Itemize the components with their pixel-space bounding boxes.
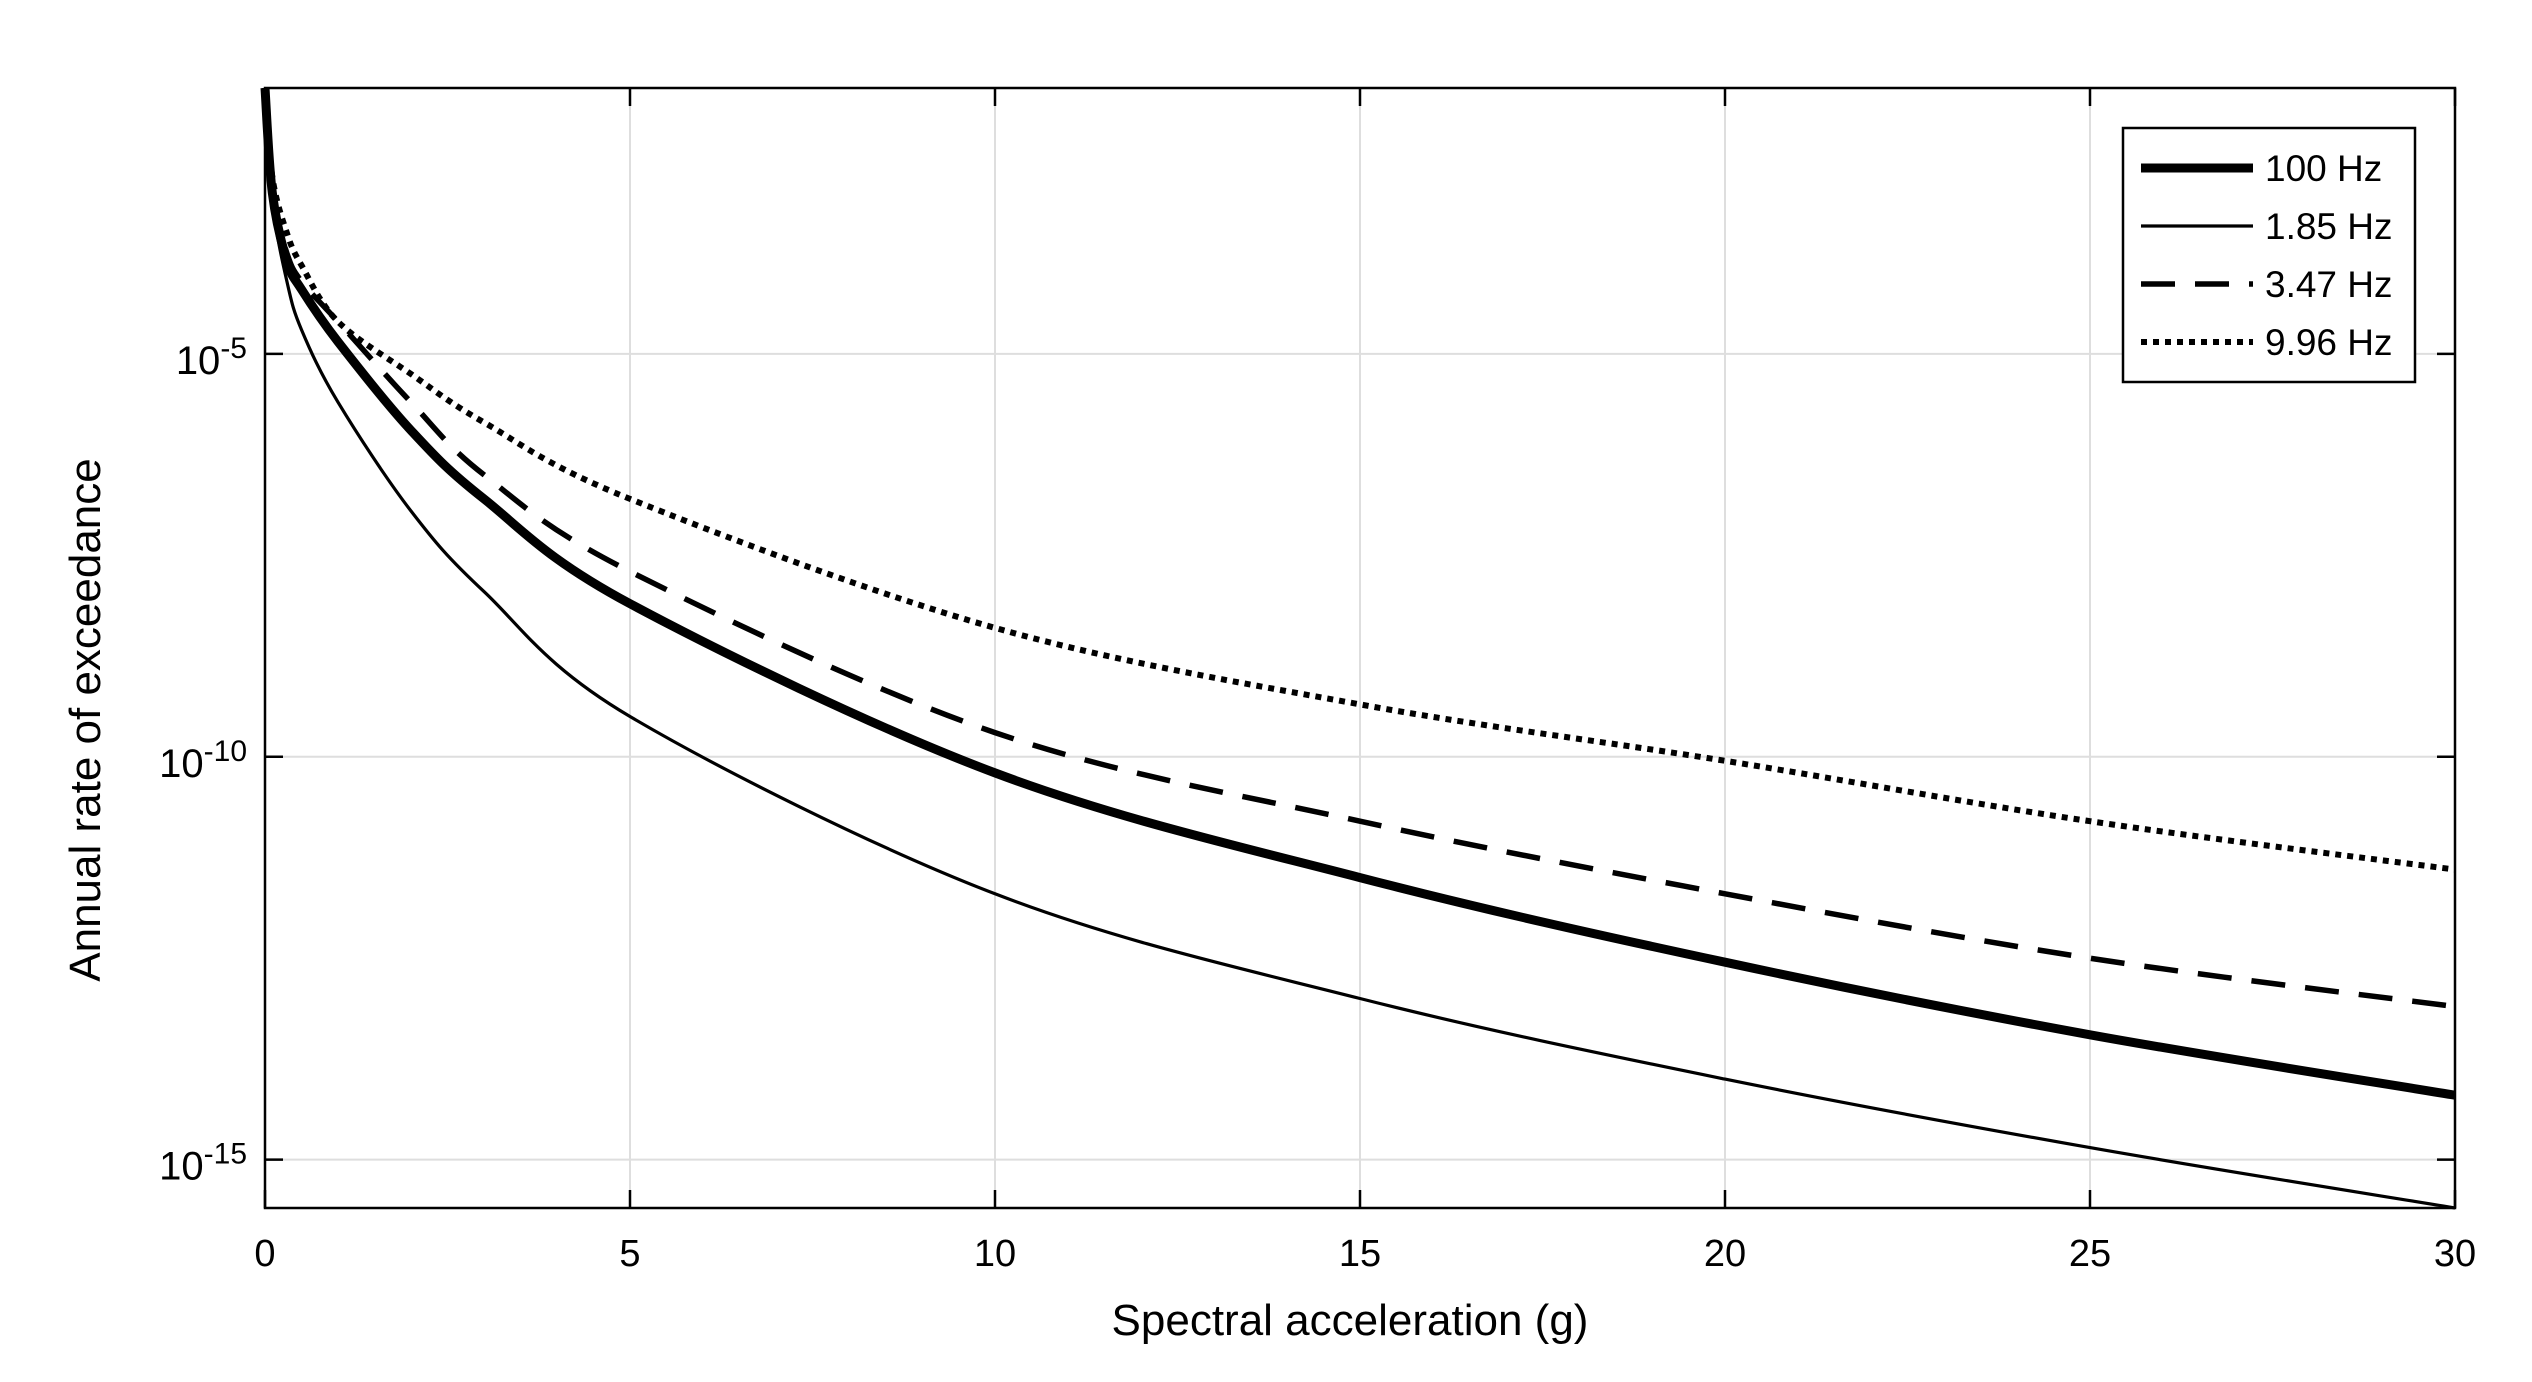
y-axis-label: Annual rate of exceedance — [61, 458, 110, 982]
x-tick-label: 20 — [1704, 1233, 1746, 1275]
y-tick-labels: 10-5 10-10 10-15 — [159, 332, 247, 1189]
legend-label: 1.85 Hz — [2265, 206, 2393, 247]
x-tick-label: 15 — [1339, 1233, 1381, 1275]
legend: 100 Hz 1.85 Hz 3.47 Hz 9.96 Hz — [2121, 126, 2417, 384]
series-lines — [260, 87, 2456, 1210]
series-line-9-96-hz — [262, 87, 2456, 873]
x-axis-label: Spectral acceleration (g) — [1112, 1296, 1589, 1345]
legend-label: 3.47 Hz — [2265, 264, 2393, 305]
legend-label: 9.96 Hz — [2265, 322, 2393, 363]
y-tick-label: 10-15 — [159, 1138, 247, 1189]
axis-ticks — [263, 88, 2457, 1208]
grid-lines — [265, 88, 2455, 1208]
legend-label: 100 Hz — [2265, 148, 2382, 189]
x-tick-label: 30 — [2434, 1233, 2476, 1275]
series-line-1-85-hz — [263, 87, 2456, 1210]
series-line-100-hz — [260, 87, 2456, 1100]
x-tick-labels: 0 5 10 15 20 25 30 — [254, 1233, 2476, 1275]
x-tick-label: 10 — [974, 1233, 1016, 1275]
x-tick-label: 25 — [2069, 1233, 2111, 1275]
x-tick-label: 0 — [254, 1233, 275, 1275]
y-tick-label: 10-10 — [159, 735, 247, 786]
y-tick-label: 10-5 — [176, 332, 247, 383]
x-tick-label: 5 — [619, 1233, 640, 1275]
